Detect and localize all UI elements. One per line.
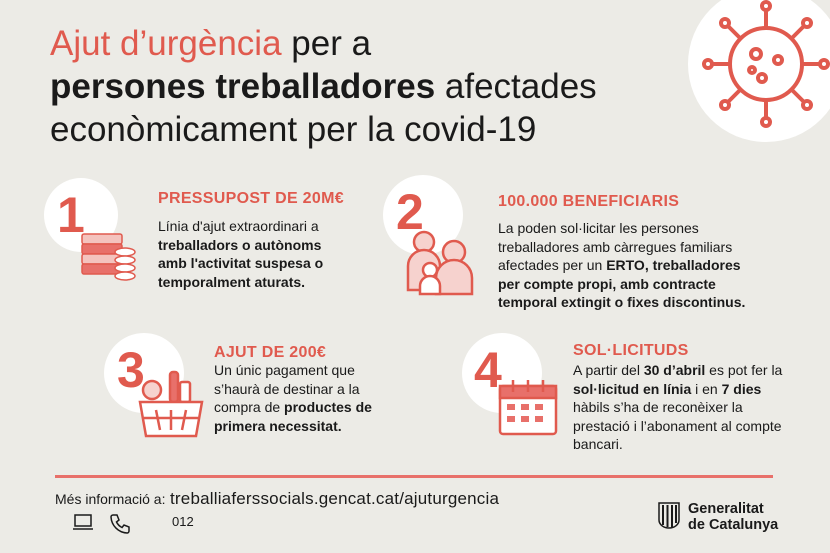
- title-line3: econòmicament per la covid-19: [50, 110, 537, 149]
- text-line: La poden sol·licitar les persones: [498, 220, 699, 236]
- text-line: prestació i l’abonament al compte: [573, 417, 782, 434]
- generalitat-brand: Generalitat de Catalunya: [688, 501, 778, 533]
- text-line: i en: [691, 380, 722, 397]
- text-bold: 7 dies: [721, 380, 762, 397]
- text-bold: ERTO, treballadores: [606, 257, 741, 273]
- text-line: A partir del: [573, 362, 644, 378]
- brand-line: Generalitat: [688, 501, 764, 517]
- section-2-heading: 100.000 BENEFICIARIS: [498, 193, 680, 210]
- text-line: es pot fer la: [705, 362, 783, 378]
- calendar-icon: [498, 380, 558, 436]
- computer-icon: [73, 514, 93, 530]
- text-line: temporal extingit o fixes discontinus.: [498, 294, 746, 310]
- text-line: amb l'activitat suspesa o: [158, 255, 324, 271]
- info-link[interactable]: treballiaferssocials.gencat.cat/ajuturge…: [170, 489, 500, 508]
- text-line: bancari.: [573, 436, 623, 452]
- text-line: treballadors o autònoms: [158, 236, 322, 253]
- section-4-text: A partir del 30 d’abril es pot fer la so…: [573, 361, 783, 454]
- section-2-number: 2: [396, 184, 424, 240]
- section-3-text: Un únic pagament que s’haurà de destinar…: [214, 361, 394, 435]
- section-1-number: 1: [57, 187, 85, 243]
- brand-line: de Catalunya: [688, 517, 779, 533]
- text-line: s’haurà de destinar a la: [214, 380, 360, 397]
- family-icon: [406, 230, 474, 296]
- shopping-basket-icon: [138, 370, 204, 438]
- section-4-heading: SOL·LICITUDS: [573, 342, 689, 359]
- section-1-text: Línia d'ajut extraordinari a treballador…: [158, 217, 378, 291]
- section-4-number: 4: [474, 342, 502, 398]
- divider: [55, 475, 773, 478]
- text-line: hàbils s’ha de reconèixer la: [573, 399, 743, 415]
- section-1-heading: PRESSUPOST DE 20M€: [158, 190, 344, 207]
- section-3-heading: AJUT DE 200€: [214, 344, 327, 361]
- text-line: temporalment aturats.: [158, 273, 306, 290]
- text-line: treballadores amb càrregues familiars: [498, 238, 733, 255]
- page-title: Ajut d’urgència per a persones treballad…: [50, 22, 597, 151]
- generalitat-logo-icon: [658, 502, 680, 529]
- text-line: per compte propi, amb contracte: [498, 275, 716, 292]
- section-3-number: 3: [117, 342, 145, 398]
- text-line: primera necessitat.: [214, 417, 342, 434]
- text-line: Línia d'ajut extraordinari a: [158, 218, 319, 234]
- text-line: afectades per un: [498, 257, 607, 273]
- text-line: Un únic pagament que: [214, 362, 355, 378]
- text-line: compra de: [214, 399, 285, 415]
- virus-icon: [688, 0, 830, 142]
- title-text: afectades: [435, 67, 597, 106]
- text-bold: productes de: [284, 399, 372, 415]
- money-coins-icon: [81, 233, 136, 281]
- title-bold: persones treballadores: [50, 67, 436, 106]
- section-2-text: La poden sol·licitar les persones trebal…: [498, 219, 788, 312]
- more-info-label: Més informació a:: [55, 491, 166, 507]
- phone-icon: [110, 514, 130, 534]
- title-highlight: Ajut d’urgència: [50, 24, 282, 63]
- title-text: per a: [281, 24, 372, 63]
- phone-number[interactable]: 012: [172, 514, 194, 529]
- text-bold: sol·licitud en línia: [573, 380, 692, 397]
- text-bold: 30 d’abril: [643, 362, 706, 378]
